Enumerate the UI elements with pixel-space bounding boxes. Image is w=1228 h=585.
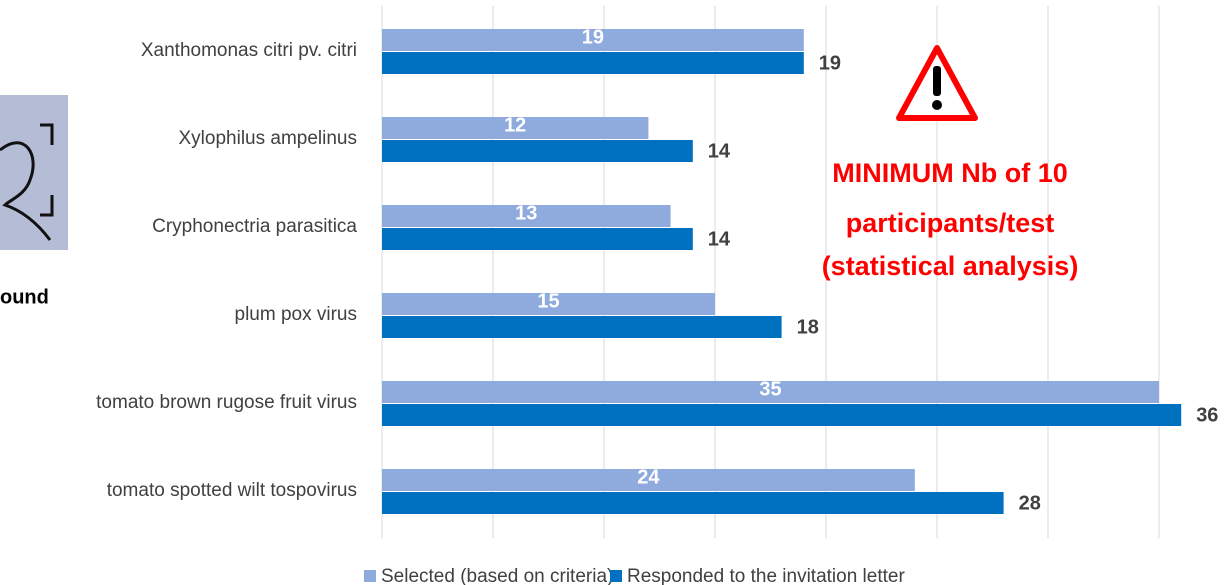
data-label: 19: [582, 26, 604, 48]
data-label: 14: [708, 140, 731, 162]
bar: [382, 228, 693, 250]
data-label: 24: [637, 466, 660, 488]
legend-swatch: [610, 570, 622, 582]
warning-dot: [932, 100, 942, 110]
bar: [382, 140, 693, 162]
warning-bar: [933, 66, 941, 96]
y-tick-label: tomato spotted wilt tospovirus: [107, 480, 357, 501]
data-label: 28: [1019, 492, 1041, 514]
annotation: (statistical analysis): [822, 251, 1079, 281]
data-label: 36: [1196, 404, 1218, 426]
y-tick-label: plum pox virus: [235, 304, 358, 325]
annotation: MINIMUM Nb of 10: [832, 158, 1068, 188]
data-label: 35: [759, 378, 781, 400]
data-label: 14: [708, 228, 731, 250]
bar: [382, 492, 1004, 514]
bar: [382, 205, 671, 227]
legend-label: Selected (based on criteria): [381, 566, 613, 585]
side-text: ound: [0, 286, 49, 308]
plot: Xanthomonas citri pv. citri 19 19 Xylophilu…: [96, 6, 1218, 585]
legend-label: Responded to the invitation letter: [627, 566, 905, 585]
y-tick-label: Xylophilus ampelinus: [179, 128, 358, 149]
annotation: participants/test: [846, 208, 1055, 238]
bar: [382, 29, 804, 51]
data-label: 13: [515, 202, 537, 224]
warning-icon: [896, 45, 978, 121]
legend-swatch: [364, 570, 376, 582]
data-label: 18: [797, 316, 819, 338]
y-tick-label: Xanthomonas citri pv. citri: [141, 40, 357, 61]
bar: [382, 381, 1159, 403]
data-label: 12: [504, 114, 526, 136]
icon-face: [0, 123, 54, 241]
bar: [382, 293, 715, 315]
bar: [382, 316, 782, 338]
bar: [382, 52, 804, 74]
data-label: 19: [819, 52, 841, 74]
bar: [382, 469, 915, 491]
bar: [382, 404, 1182, 426]
bar: [382, 117, 649, 139]
icon: [0, 95, 68, 250]
data-label: 15: [537, 290, 559, 312]
icon-box: [0, 95, 68, 250]
y-tick-label: Cryphonectria parasitica: [152, 216, 357, 237]
y-tick-label: tomato brown rugose fruit virus: [96, 392, 357, 413]
